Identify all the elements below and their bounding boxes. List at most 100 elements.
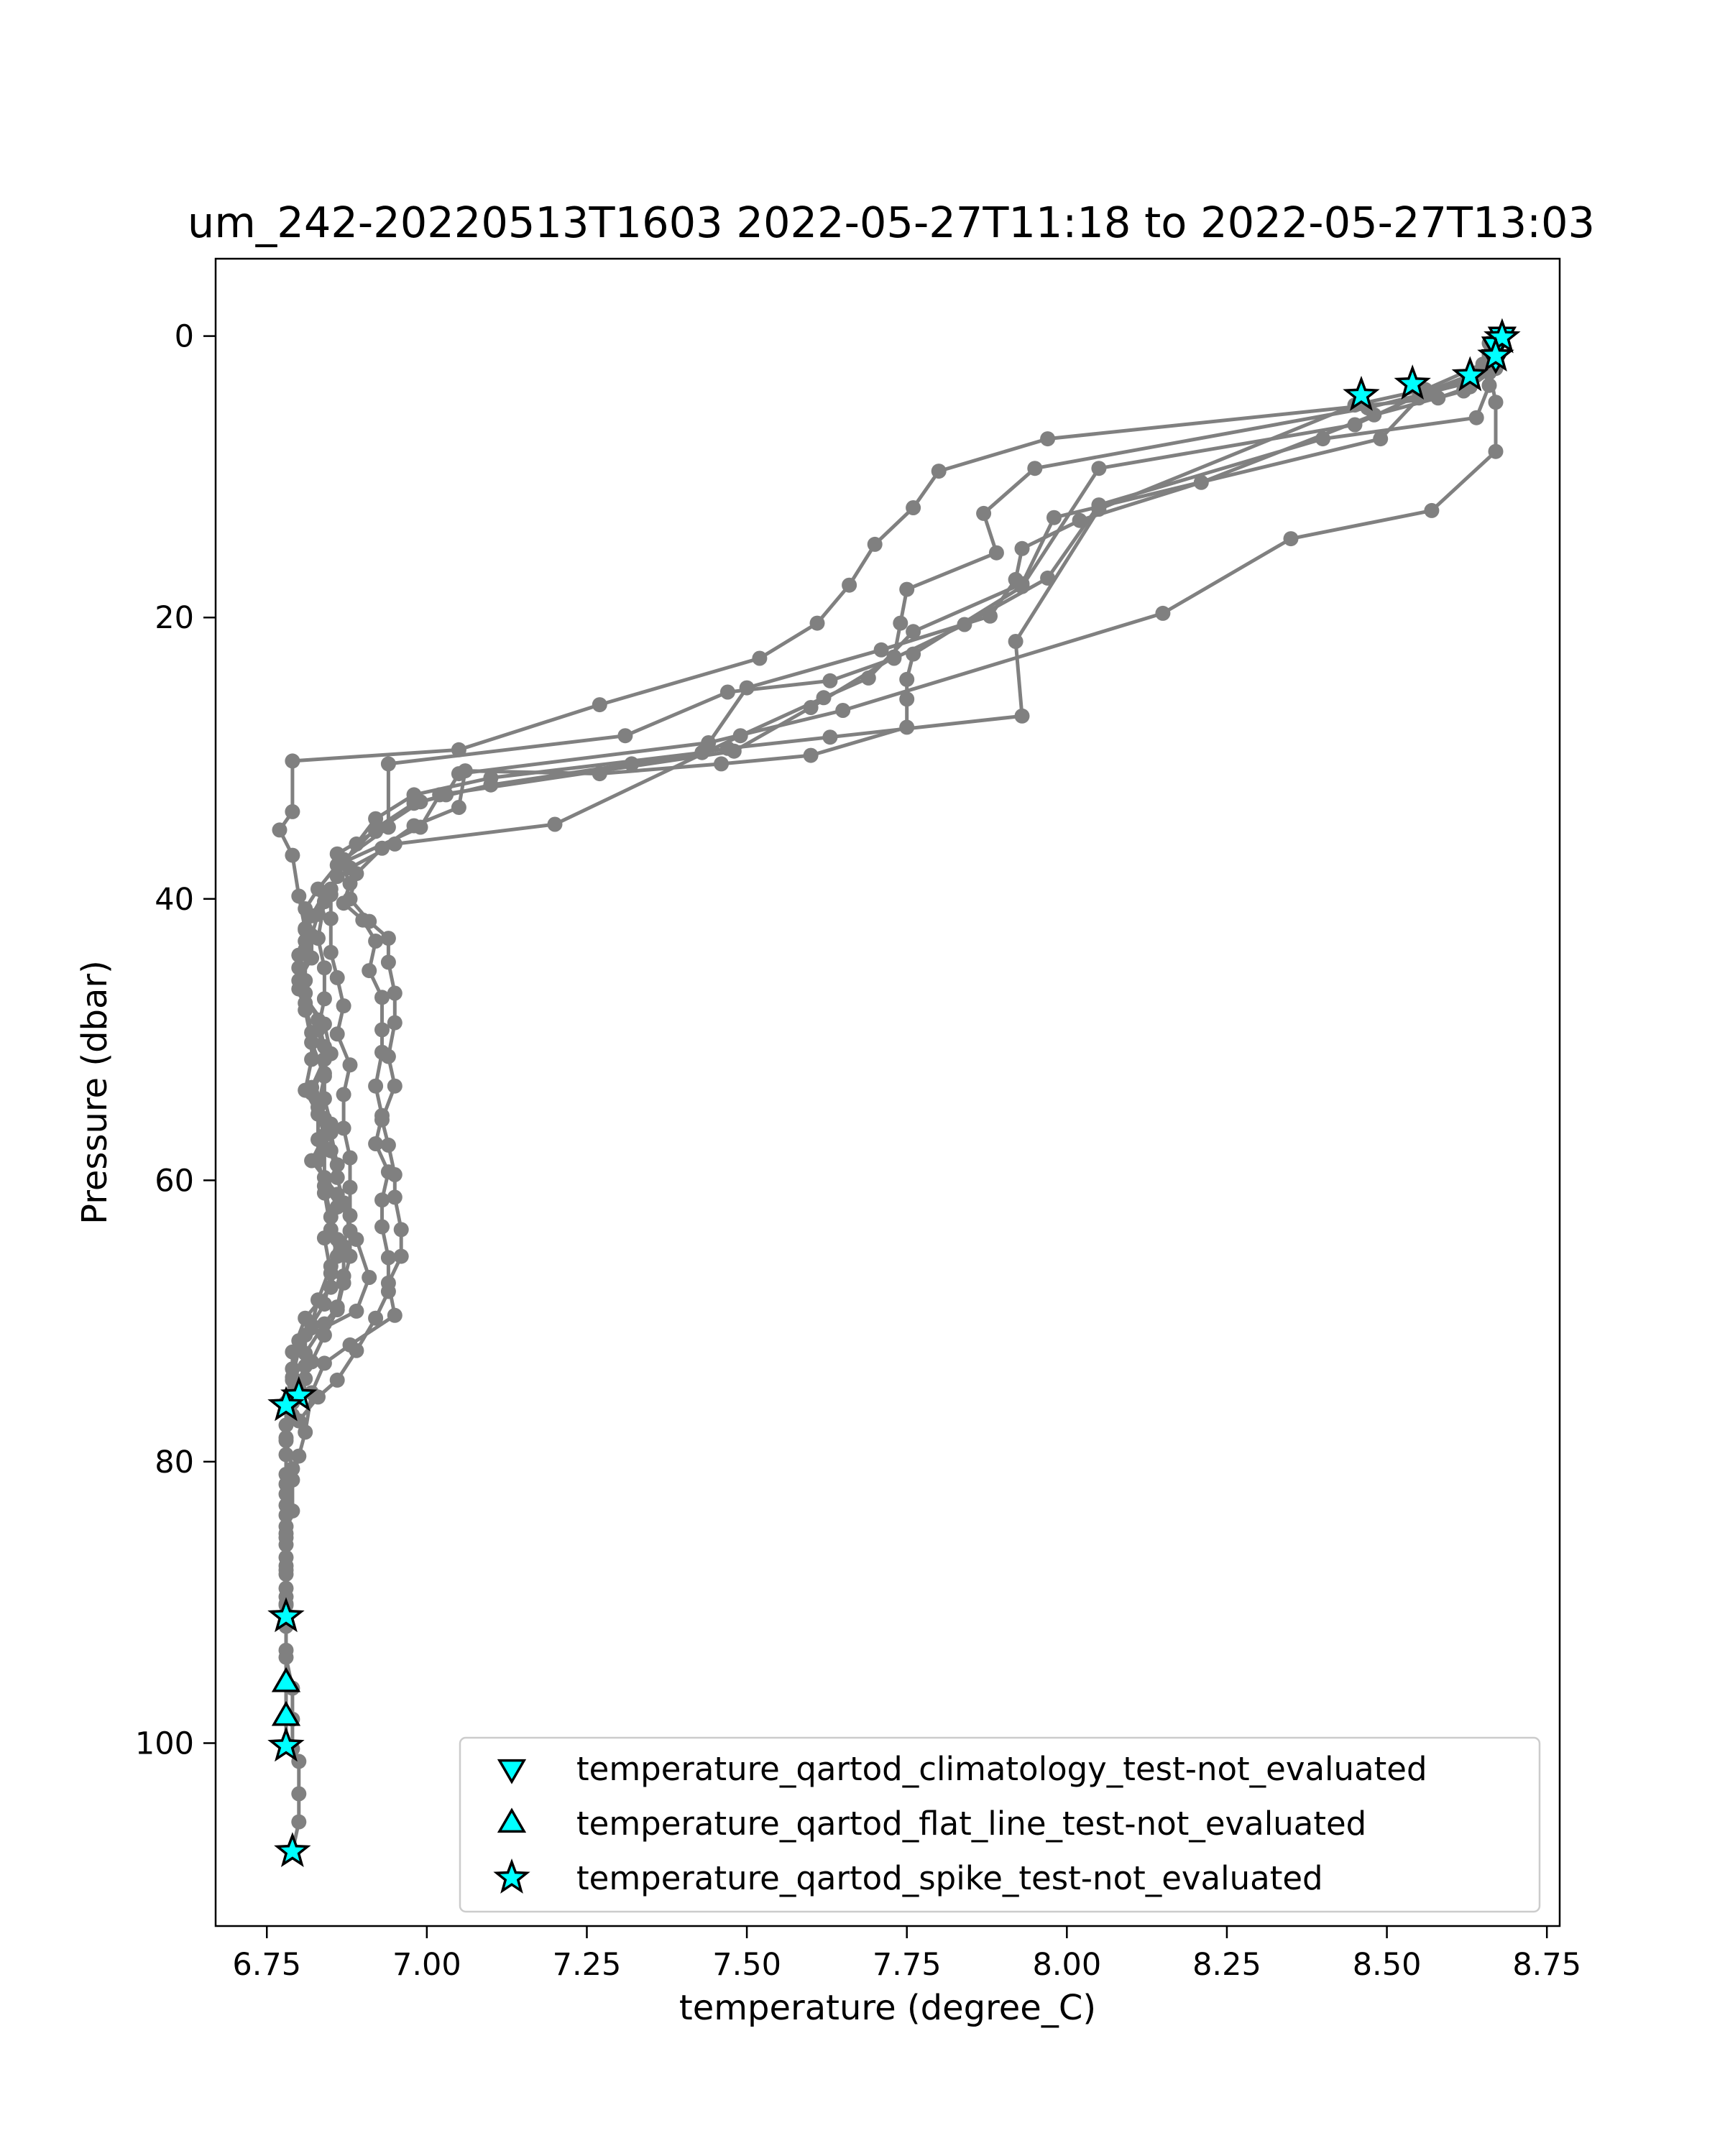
- profile-point: [310, 1292, 326, 1308]
- profile-line: [297, 343, 1491, 1395]
- profile-point: [368, 821, 384, 837]
- plot-frame: [214, 257, 1561, 1927]
- profile-point: [592, 697, 607, 713]
- legend-marker: [493, 1858, 530, 1894]
- profile-point: [842, 577, 857, 593]
- legend-label: temperature_qartod_spike_test-not_evalua…: [576, 1859, 1323, 1897]
- flag-marker: [271, 1667, 301, 1692]
- flag-marker: [271, 1700, 301, 1726]
- legend-entry-3: temperature_qartod_spike_test-not_evalua…: [493, 1858, 1323, 1897]
- profile-point: [393, 1248, 409, 1264]
- profile-point: [547, 816, 563, 832]
- profile-point: [406, 796, 422, 811]
- profile-point: [368, 934, 384, 949]
- x-tick-label: 7.00: [392, 1947, 461, 1983]
- profile-point: [316, 1091, 332, 1107]
- profile-point: [906, 500, 921, 515]
- legend-marker: [497, 1759, 527, 1784]
- profile-point: [368, 1310, 384, 1326]
- profile-point: [906, 624, 921, 640]
- profile-point: [1008, 634, 1024, 649]
- profile-point: [316, 991, 332, 1007]
- profile-point: [323, 944, 339, 960]
- profile-point: [380, 931, 396, 946]
- profile-point: [822, 673, 838, 688]
- profile-point: [387, 985, 402, 1001]
- profile-point: [323, 1143, 339, 1158]
- profile-point: [1468, 410, 1484, 425]
- profile-point: [387, 1078, 402, 1094]
- profile-point: [291, 1786, 307, 1802]
- profile-point: [329, 1372, 345, 1388]
- profile-point: [316, 885, 332, 901]
- profile-point: [873, 642, 889, 658]
- x-tick-label: 7.50: [712, 1947, 781, 1983]
- profile-point: [310, 1106, 326, 1122]
- chart-title: um_242-20220513T1603 2022-05-27T11:18 to…: [188, 198, 1595, 247]
- profile-point: [387, 1189, 402, 1205]
- x-tick-label: 8.25: [1192, 1947, 1261, 1983]
- profile-point: [1072, 512, 1087, 528]
- profile-point: [1014, 708, 1030, 724]
- profile-point: [362, 963, 377, 979]
- profile-point: [336, 1087, 351, 1102]
- x-tick-label: 6.75: [232, 1947, 301, 1983]
- profile-point: [719, 684, 735, 700]
- profile-point: [342, 860, 358, 876]
- profile-point: [387, 1015, 402, 1031]
- profile-point: [278, 1567, 294, 1582]
- profile-point: [899, 581, 915, 597]
- x-tick-label: 8.75: [1512, 1947, 1581, 1983]
- profile-point: [272, 822, 288, 838]
- profile-point: [304, 1317, 320, 1333]
- profile-point: [899, 691, 915, 707]
- profile-point: [380, 954, 396, 970]
- y-tick-label: 60: [155, 1163, 194, 1199]
- profile-point: [931, 464, 947, 479]
- profile-point: [1481, 377, 1497, 393]
- profile-point: [310, 1012, 326, 1028]
- profile-point: [342, 875, 358, 891]
- profile-point: [342, 1223, 358, 1239]
- legend-entry-2: temperature_qartod_flat_line_test-not_ev…: [497, 1805, 1366, 1843]
- profile-point: [291, 960, 307, 976]
- profile-point: [368, 1136, 384, 1151]
- profile-line: [290, 356, 1491, 1416]
- x-axis: 6.75 7.00 7.25 7.50 7.75 8.00 8.25 8.50 8.75: [232, 1926, 1581, 1983]
- legend-marker: [497, 1807, 527, 1833]
- profile-point: [387, 1307, 402, 1323]
- profile-point: [1283, 531, 1299, 547]
- profile-point: [714, 756, 729, 772]
- x-tick-label: 7.75: [873, 1947, 942, 1983]
- profile-point: [291, 1814, 307, 1830]
- profile-point: [1488, 395, 1504, 410]
- profile-point: [362, 1270, 377, 1285]
- profile-point: [310, 1153, 326, 1169]
- profile-point: [976, 505, 992, 521]
- profile-point: [349, 836, 364, 852]
- profile-point: [1424, 502, 1440, 518]
- flag-series-3: [267, 318, 1521, 1868]
- flag-series-2: [271, 1667, 301, 1726]
- profile-point: [380, 1164, 396, 1180]
- profile-point: [988, 545, 1004, 561]
- profile-point: [285, 803, 300, 819]
- y-tick-label: 100: [135, 1726, 194, 1761]
- profile-point: [304, 950, 320, 966]
- profile-point: [316, 1327, 332, 1343]
- legend-label: temperature_qartod_climatology_test-not_…: [576, 1750, 1427, 1788]
- profile-point: [732, 728, 748, 744]
- y-axis: 0 20 40 60 80 100: [135, 319, 216, 1761]
- profile-point: [380, 756, 396, 772]
- profile-point: [342, 1150, 358, 1166]
- profile-point: [342, 1248, 358, 1264]
- profile-point: [451, 766, 466, 782]
- profile-point: [304, 1025, 320, 1041]
- profile-point: [983, 608, 998, 624]
- profile-point: [291, 1341, 307, 1357]
- x-tick-label: 8.00: [1032, 1947, 1101, 1983]
- profile-point: [278, 1476, 294, 1492]
- profile-point: [323, 911, 339, 926]
- profile-point: [316, 1230, 332, 1246]
- profile-point: [752, 650, 768, 666]
